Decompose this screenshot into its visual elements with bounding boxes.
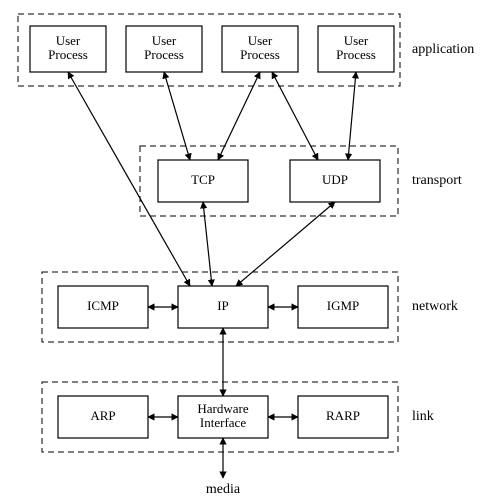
edge-up3-udp-3	[272, 72, 318, 160]
node-label-up4-1: Process	[336, 47, 376, 62]
node-label-up3-1: Process	[240, 47, 280, 62]
layer-label-link: link	[412, 409, 434, 424]
node-label-hw-1: Interface	[200, 415, 246, 430]
layer-label-network: network	[412, 299, 458, 314]
node-label-igmp: IGMP	[327, 298, 360, 313]
node-label-rarp: RARP	[326, 408, 360, 423]
node-label-udp: UDP	[322, 172, 348, 187]
edge-tcp-ip-5	[203, 202, 212, 286]
layer-label-transport: transport	[412, 173, 462, 188]
node-label-up4-0: User	[344, 33, 369, 48]
edge-udp-ip-6	[236, 202, 335, 286]
node-label-up1-0: User	[56, 33, 81, 48]
layer-label-application: application	[412, 42, 474, 57]
edge-up3-tcp-2	[218, 72, 260, 160]
node-label-up2-0: User	[152, 33, 177, 48]
node-label-icmp: ICMP	[87, 298, 119, 313]
node-label-tcp: TCP	[191, 172, 215, 187]
node-label-up3-0: User	[248, 33, 273, 48]
node-label-ip: IP	[217, 298, 229, 313]
node-label-hw-0: Hardware	[197, 401, 248, 416]
edge-up2-tcp-1	[164, 72, 190, 160]
node-label-up1-1: Process	[48, 47, 88, 62]
node-label-arp: ARP	[90, 408, 115, 423]
tcpip-layer-diagram: UserProcessUserProcessUserProcessUserPro…	[0, 0, 500, 504]
media-label: media	[206, 482, 241, 497]
node-label-up2-1: Process	[144, 47, 184, 62]
edge-up4-udp-4	[348, 72, 356, 160]
